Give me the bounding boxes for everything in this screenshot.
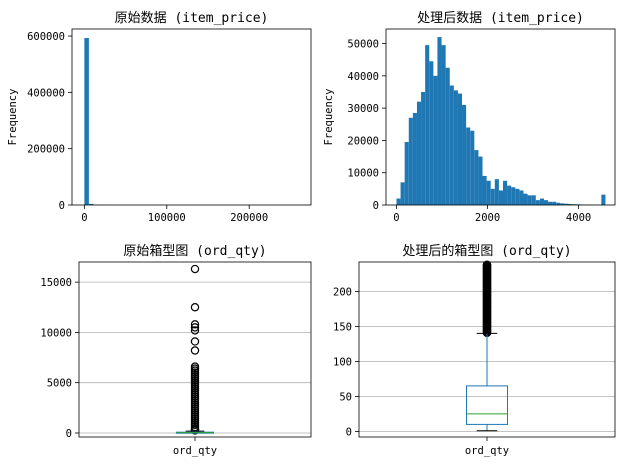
subplot-3: 原始箱型图 (ord_qty) 0 5000 10000 15000 ord_qty [40, 243, 312, 457]
y-tick-label: 150 [333, 321, 352, 333]
y-tick-label: 50000 [347, 39, 379, 51]
histogram-bar [88, 203, 94, 205]
x-tick-label: 2000 [475, 212, 500, 224]
outlier-point [190, 264, 200, 274]
y-tick-label: 400000 [27, 87, 65, 99]
histogram-bar [568, 204, 573, 205]
y-tick-label: 0 [346, 426, 352, 438]
subplot-1: 原始数据 (item_price) 0 200000 400000 600000 0 100… [7, 11, 312, 224]
y-tick-label: 10000 [347, 168, 379, 180]
subplot-2: 处理后数据 (item_price)0100002000030000400005… [323, 11, 616, 224]
y-tick-label: 15000 [40, 277, 72, 289]
histogram-bar [408, 117, 413, 205]
histogram-bar [84, 38, 89, 205]
x-tick-label: ord_qty [465, 445, 509, 457]
histogram-bar [462, 104, 467, 205]
histogram-bar [556, 202, 561, 205]
histogram-bar [548, 201, 553, 205]
histogram-bar [552, 201, 557, 205]
outlier-point [190, 323, 200, 332]
histogram-bar [429, 61, 434, 205]
x-tick-label: ord_qty [173, 445, 217, 457]
x-tick-label: 0 [81, 212, 87, 224]
histogram-bar [445, 67, 450, 206]
histogram-bar [507, 185, 512, 205]
histogram-bar [453, 90, 458, 205]
histogram-bar [535, 200, 540, 205]
axes-frame [358, 261, 616, 438]
histogram-bar [449, 85, 454, 205]
y-tick-label: 40000 [347, 71, 379, 83]
y-axis-label: Frequency [7, 89, 19, 146]
y-tick-label: 200 [333, 286, 352, 298]
histogram-bar [470, 130, 475, 205]
y-tick-label: 0 [373, 200, 379, 212]
outlier-point [190, 320, 200, 329]
outlier-point [190, 326, 200, 335]
histogram-bar [531, 195, 536, 205]
y-tick-label: 30000 [347, 103, 379, 115]
histogram-bar [482, 175, 487, 205]
y-tick-label: 0 [66, 428, 72, 440]
y-tick-label: 100 [333, 356, 352, 368]
y-tick-label: 200000 [27, 144, 65, 156]
histogram-bar [572, 204, 577, 205]
subplot-title: 原始箱型图 (ord_qty) [123, 243, 266, 259]
histogram-bar [527, 195, 532, 205]
histogram-bar [490, 188, 495, 205]
histogram-bar [416, 101, 422, 205]
histogram-bar [478, 156, 483, 205]
histogram-bar [396, 198, 401, 205]
histogram-bar [511, 187, 516, 205]
axes-frame [71, 28, 312, 206]
y-tick-label: 0 [59, 200, 65, 212]
outlier-point [190, 346, 200, 355]
histogram-bar [474, 150, 479, 205]
y-tick-label: 50 [339, 391, 352, 403]
histogram-bar [560, 203, 565, 205]
axes-frame [385, 28, 616, 206]
x-tick-label: 200000 [230, 212, 268, 224]
histogram-bar [437, 37, 442, 205]
histogram-bar [503, 180, 508, 205]
outlier-point [190, 426, 200, 435]
subplot-title: 原始数据 (item_price) [115, 11, 269, 26]
histogram-bar [515, 188, 520, 205]
axes-frame [78, 261, 312, 438]
outlier-point [190, 303, 200, 312]
y-tick-label: 5000 [47, 378, 72, 390]
histogram-bar [404, 142, 409, 205]
histogram-bar [539, 198, 544, 205]
x-tick-label: 4000 [566, 212, 591, 224]
subplot-title: 处理后数据 (item_price) [417, 11, 584, 26]
histogram-bar [519, 190, 524, 205]
y-tick-label: 20000 [347, 135, 379, 147]
subplot-title: 处理后的箱型图 (ord_qty) [402, 243, 571, 259]
y-axis-label: Frequency [323, 89, 335, 146]
histogram-bar [421, 91, 426, 205]
x-tick-label: 0 [393, 212, 399, 224]
histogram-bar [441, 45, 446, 205]
histogram-bar [400, 182, 405, 205]
histogram-bar [412, 112, 417, 205]
histogram-bar [601, 194, 606, 205]
outlier-point [190, 337, 200, 346]
histogram-bar [494, 179, 499, 205]
histogram-bar [564, 203, 569, 205]
subplot-4: 处理后的箱型图 (ord_qty) 0 50 100 150 200 ord_qty [333, 243, 616, 457]
y-tick-label: 10000 [40, 327, 72, 339]
histogram-bar [543, 200, 549, 205]
histogram-bar [486, 180, 491, 205]
histogram-bar [498, 190, 504, 205]
histogram-bar [457, 93, 463, 205]
histogram-bar [433, 75, 438, 206]
histogram-bar [425, 45, 430, 205]
box [466, 385, 508, 425]
y-tick-label: 600000 [27, 31, 65, 43]
histogram-bar [523, 193, 528, 205]
x-tick-label: 100000 [148, 212, 186, 224]
outlier-point [482, 260, 492, 270]
histogram-bar [466, 127, 471, 205]
